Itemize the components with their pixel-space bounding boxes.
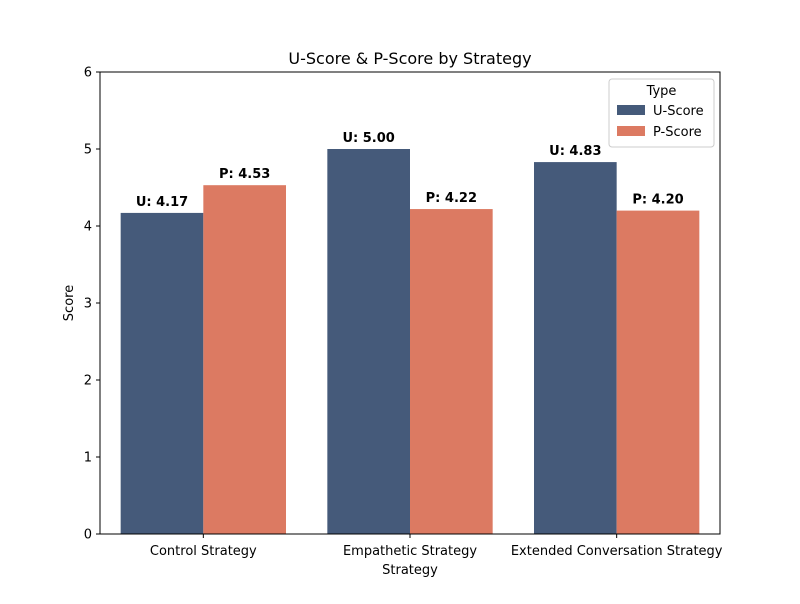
y-tick-label: 0 xyxy=(84,528,92,543)
bar-labels-layer: U: 4.17 U: 5.00 U: 4.83 P: 4.53 P: 4.22 P: 4.… xyxy=(136,131,684,210)
bar-value-label: P: 4.53 xyxy=(219,167,270,182)
bar-value-label: U: 4.17 xyxy=(136,195,188,210)
bar-value-label: U: 5.00 xyxy=(342,131,394,146)
y-tick-label: 6 xyxy=(84,66,92,81)
bar-value-label: U: 4.83 xyxy=(549,144,601,159)
legend: Type U-Score P-Score xyxy=(608,78,715,148)
bar-p-score-3 xyxy=(616,210,700,534)
x-tick-label: Control Strategy xyxy=(150,544,257,559)
y-tick-label: 5 xyxy=(84,143,92,158)
bar-u-score-2 xyxy=(327,149,410,534)
y-axis-label: Score xyxy=(62,285,77,321)
y-tick-label: 1 xyxy=(84,451,92,466)
y-axis: 0 1 2 3 4 5 6 xyxy=(84,66,100,543)
legend-entry-label: U-Score xyxy=(653,104,704,119)
bar-u-score-1 xyxy=(120,212,204,534)
x-tick-label: Empathetic Strategy xyxy=(343,544,477,559)
y-tick-label: 3 xyxy=(84,297,92,312)
bars-layer xyxy=(120,149,700,534)
legend-swatch-p-score xyxy=(617,126,645,136)
bar-p-score-2 xyxy=(410,209,493,534)
bar-value-label: P: 4.22 xyxy=(426,191,477,206)
legend-entry-label: P-Score xyxy=(653,125,702,140)
x-tick-label: Extended Conversation Strategy xyxy=(511,544,723,559)
x-axis-label: Strategy xyxy=(382,563,438,578)
legend-swatch-u-score xyxy=(617,105,645,115)
legend-title: Type xyxy=(646,84,677,99)
y-tick-label: 2 xyxy=(84,374,92,389)
y-tick-label: 4 xyxy=(84,220,92,235)
bar-u-score-3 xyxy=(534,162,617,534)
bar-p-score-1 xyxy=(203,185,286,534)
chart-title: U-Score & P-Score by Strategy xyxy=(288,49,531,68)
bar-value-label: P: 4.20 xyxy=(632,193,683,208)
x-axis: Control Strategy Empathetic Strategy Exten… xyxy=(150,534,723,559)
